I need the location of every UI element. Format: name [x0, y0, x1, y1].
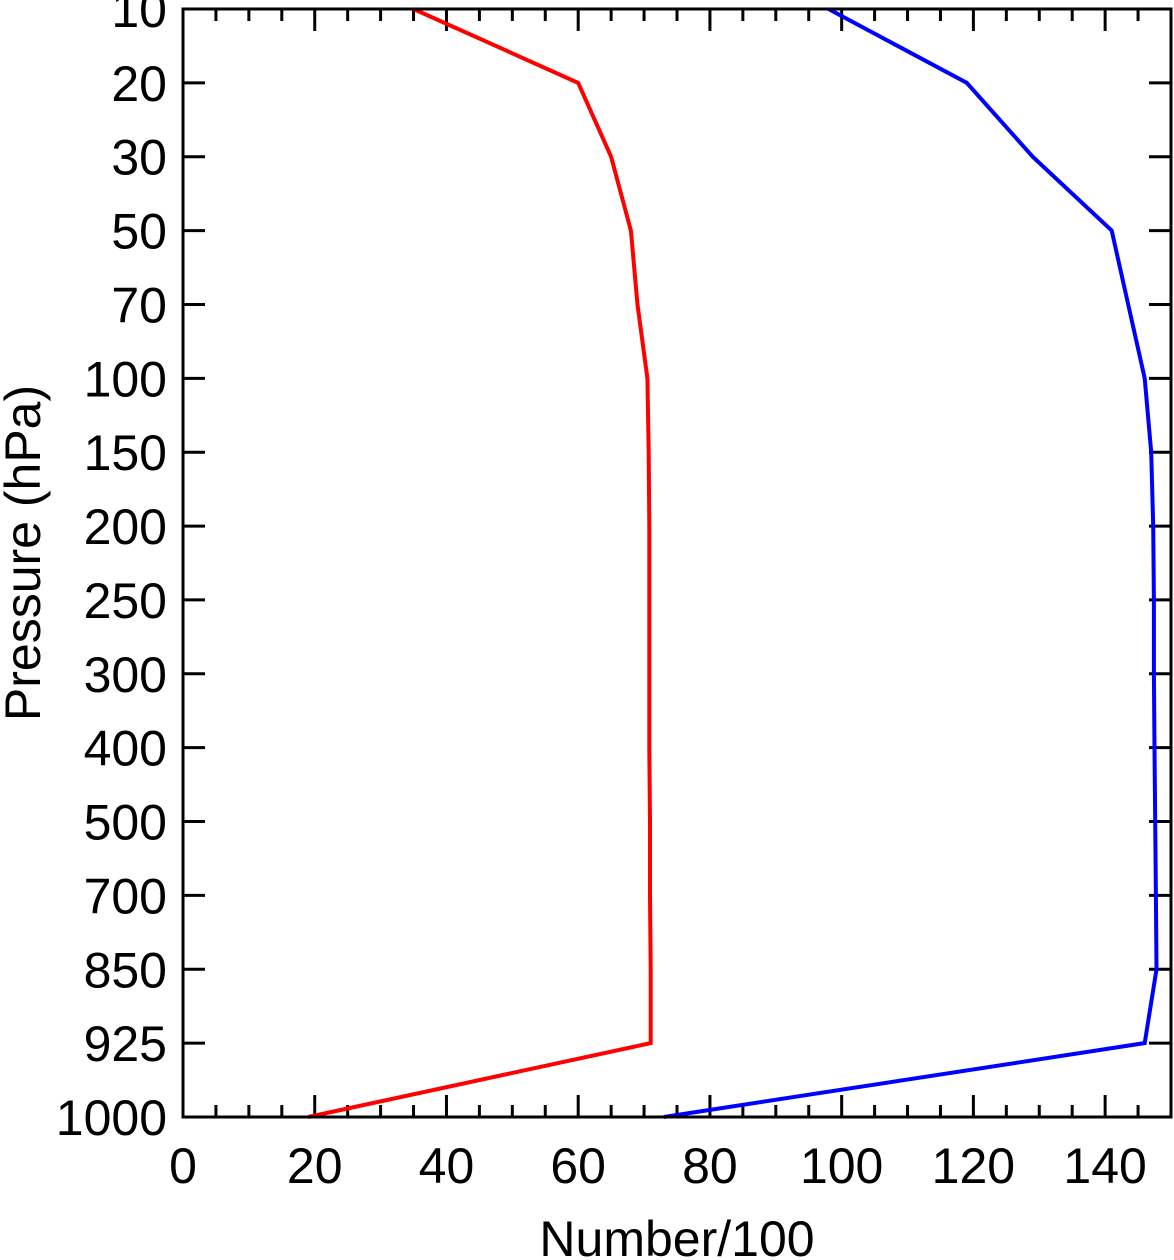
y-tick-label: 1000: [56, 1090, 167, 1146]
y-tick-label: 30: [111, 130, 167, 186]
y-tick-label: 50: [111, 204, 167, 260]
x-tick-label: 80: [682, 1138, 738, 1194]
x-axis-label: Number/100: [539, 1211, 814, 1260]
x-tick-label: 100: [800, 1138, 883, 1194]
y-tick-label: 700: [84, 868, 167, 924]
series-line-1: [307, 7, 653, 1119]
x-tick-label: 140: [1063, 1138, 1146, 1194]
y-tick-label: 150: [84, 425, 167, 481]
x-tick-label: 40: [419, 1138, 475, 1194]
y-tick-labels: 10 20 30 50 70 100 150 200 250 300 400 500 700 850 925…: [56, 0, 167, 1146]
x-tick-label: 120: [932, 1138, 1015, 1194]
y-tick-label: 200: [84, 499, 167, 555]
y-tick-label: 100: [84, 351, 167, 407]
x-tick-label: 0: [169, 1138, 197, 1194]
x-tick-label: 60: [550, 1138, 606, 1194]
y-tick-label: 400: [84, 721, 167, 777]
y-tick-label: 850: [84, 942, 167, 998]
x-tick-label: 20: [287, 1138, 343, 1194]
x-tick-labels: 0 20 40 60 80 100 120 140: [169, 1138, 1147, 1194]
y-tick-label: 20: [111, 56, 167, 112]
y-tick-label: 250: [84, 573, 167, 629]
y-tick-label: 925: [84, 1016, 167, 1072]
series-line-2: [663, 7, 1159, 1119]
y-tick-label: 10: [111, 0, 167, 38]
y-tick-label: 500: [84, 795, 167, 851]
data-series: [307, 7, 1159, 1119]
plot-frame: [181, 7, 1173, 1119]
axis-ticks: [181, 7, 1173, 1119]
y-tick-label: 70: [111, 277, 167, 333]
y-axis-label: Pressure (hPa): [0, 385, 51, 721]
y-tick-label: 300: [84, 647, 167, 703]
